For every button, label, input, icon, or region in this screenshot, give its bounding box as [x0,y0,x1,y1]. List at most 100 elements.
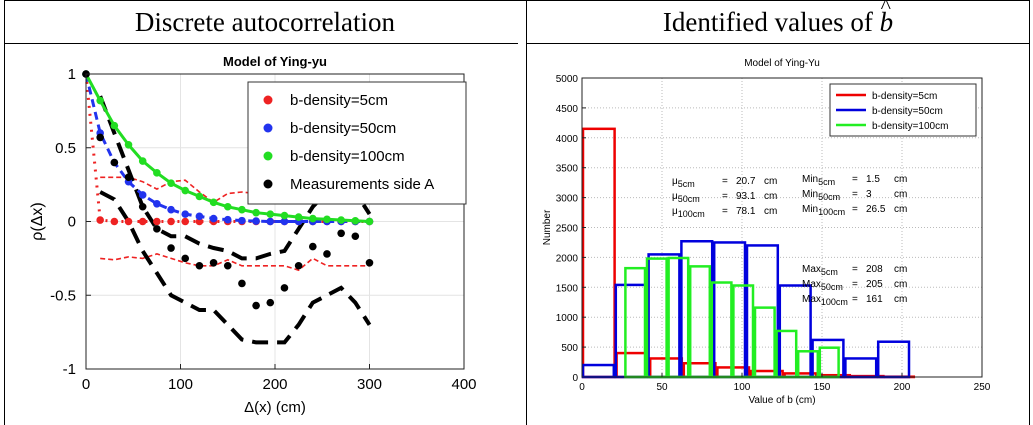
data-point [294,213,303,221]
annotation-label: μ100cm [672,206,705,219]
histogram-bar [680,240,714,379]
data-point [195,261,204,270]
x-tick-label: 150 [814,382,831,393]
annotation-value: 26.5 [866,204,886,215]
annotation-value: 208 [866,264,883,275]
data-point [337,216,345,224]
histogram-bar [581,127,616,379]
annotation-equals: = [852,204,858,215]
legend-marker [263,95,273,105]
data-point [195,212,204,221]
data-point [266,210,275,218]
y-tick-label: 1500 [556,283,579,294]
y-tick-label: 0 [68,214,76,231]
annotation-value: 78.1 [736,206,756,217]
annotation-label: μ5cm [672,176,695,189]
annotation-label: μ50cm [672,191,700,204]
data-point [153,217,161,226]
table-frame [4,0,1030,425]
legend-label: b-density=5cm [872,91,937,102]
data-point [252,217,260,225]
data-point [337,229,345,238]
header-divider-left [4,43,518,44]
annotation-unit: cm [894,174,907,185]
annotation-equals: = [852,279,858,290]
data-point [351,216,360,225]
header-left: Discrete autocorrelation [134,7,396,37]
y-tick-label: 0 [572,373,578,384]
data-point [223,202,232,211]
chart-title: Model of Ying-yu [223,54,327,69]
data-point [153,169,161,177]
y-axis-label: Number [542,209,553,245]
y-tick-label: 3500 [556,164,579,175]
y-tick-label: 4500 [556,104,579,115]
annotation-unit: cm [894,294,907,305]
x-tick-label: 400 [451,376,476,393]
legend-label: b-density=50cm [290,120,396,137]
chart-title: Model of Ying-Yu [744,58,820,69]
data-point [238,216,246,225]
y-tick-label: 5000 [556,74,579,85]
annotation-equals: = [852,174,858,185]
annotation-value: 161 [866,294,883,305]
data-point [238,279,246,288]
histogram-chart: Model of Ying-Yu0 50 100 150 200 250500045004… [542,58,991,406]
data-point [351,232,360,241]
histogram-bar [581,363,616,379]
x-tick-label: 0 [579,382,585,393]
legend-marker [263,123,273,133]
annotation-value: 1.5 [866,174,880,185]
annotation-value: 205 [866,279,883,290]
data-point [153,200,161,208]
data-point [309,242,317,251]
data-point [365,259,374,267]
data-point [96,96,104,105]
header-right-prefix: Identified values of [662,7,880,37]
x-tick-label: 50 [656,382,668,393]
annotation-equals: = [722,176,728,187]
annotation-label: Min50cm [802,189,840,202]
annotation-value: 20.7 [736,176,756,187]
column-divider [526,0,527,425]
y-tick-label: 4000 [556,134,579,145]
legend-label: b-density=5cm [290,92,388,109]
data-point [323,250,331,258]
annotation-unit: cm [764,176,777,187]
annotation-equals: = [852,294,858,305]
annotation-equals: = [722,191,728,202]
histogram-bar [615,351,650,379]
series-line [84,73,370,223]
annotation-label: Min100cm [802,204,845,217]
legend-label: Measurements side A [290,176,434,193]
band-upper-line [98,95,372,261]
data-point [138,202,147,211]
annotation-label: Min5cm [802,174,835,187]
data-point [153,225,161,233]
data-point [110,217,119,226]
annotation-unit: cm [894,279,907,290]
y-tick-label: 3000 [556,194,579,205]
data-point [167,244,175,252]
data-point [195,192,204,201]
data-point [266,298,275,307]
legend-marker [263,179,273,189]
data-point [167,179,175,187]
data-point [280,211,289,220]
y-tick-label: -0.5 [50,287,76,304]
annotation-unit: cm [894,264,907,275]
header-right-symbol: b [880,0,894,40]
band-lower-line [100,253,370,272]
legend-box [247,81,467,205]
legend-marker [263,151,273,161]
data-point [110,121,119,130]
x-tick-label: 200 [262,376,287,393]
data-point [280,284,289,292]
data-point [209,259,218,267]
legend-label: b-density=100cm [872,121,948,132]
data-point [167,205,175,214]
x-tick-label: 100 [734,382,751,393]
data-point [181,210,190,218]
data-point [124,217,133,226]
autocorrelation-chart: Model of Ying-yu 0 100 200 300 400 1 0.5 0 -0.5 -1… [29,54,477,416]
